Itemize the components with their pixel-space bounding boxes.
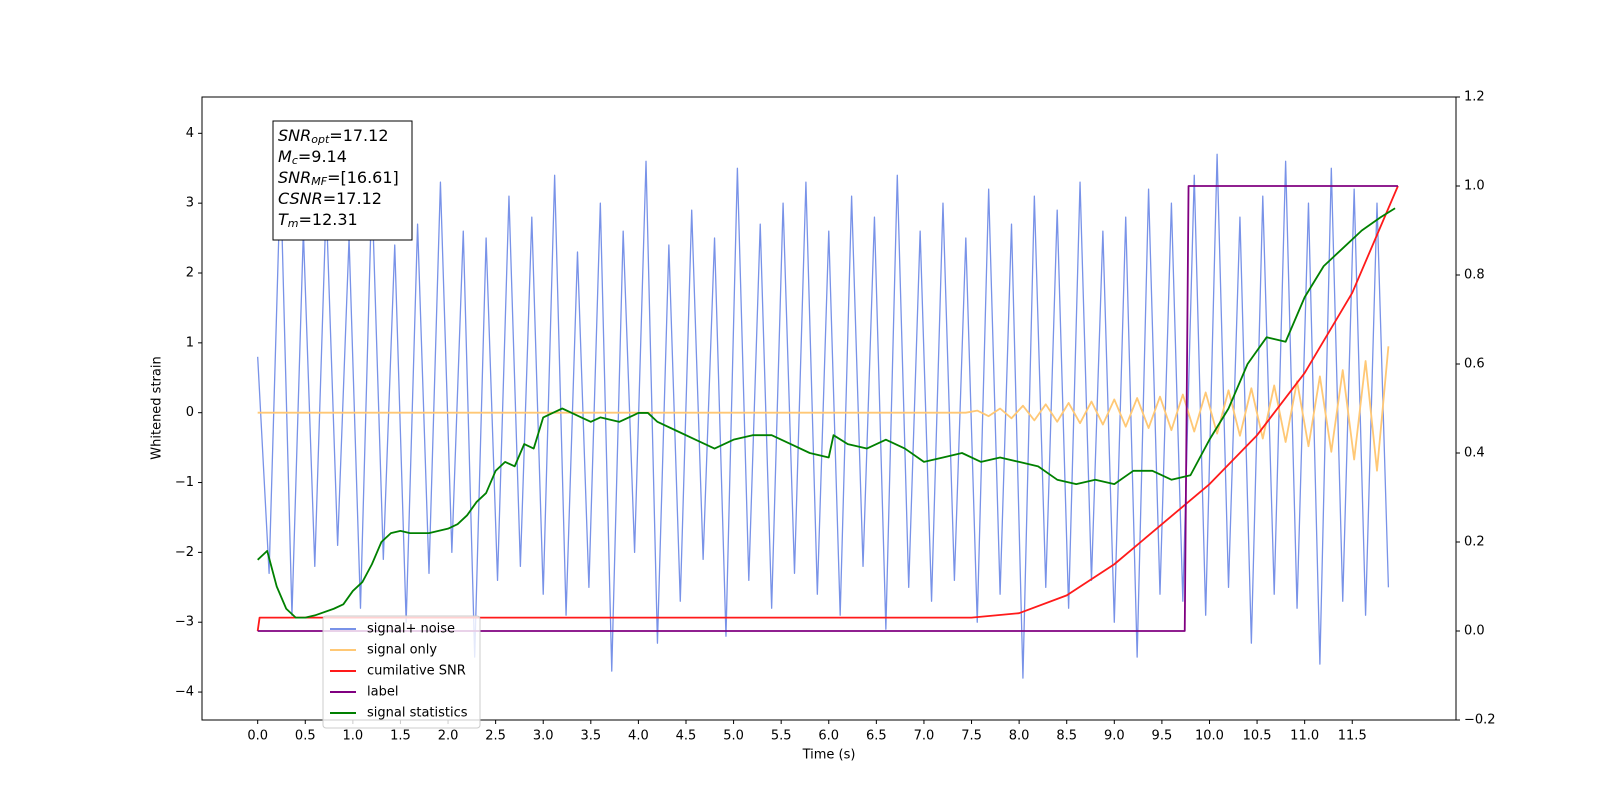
annotation-line: Tm=12.31 [278, 210, 358, 231]
y-tick-label: 2 [186, 266, 194, 281]
annotation-line: CSNR=17.12 [278, 189, 382, 208]
legend-label: signal statistics [367, 706, 468, 721]
x-tick-label: 6.5 [866, 729, 887, 744]
y2-tick-label: −0.2 [1464, 713, 1496, 728]
x-tick-label: 8.0 [1009, 729, 1030, 744]
x-tick-label: 3.0 [533, 729, 554, 744]
annotation-box [272, 120, 413, 241]
x-tick-label: 10.5 [1243, 729, 1272, 744]
plot-area [256, 153, 1399, 679]
annotation-symbol: CSNR [278, 189, 323, 208]
y2-tick-label: 1.2 [1464, 90, 1485, 105]
y2-tick-label: 0.6 [1464, 357, 1485, 372]
y-tick-label: −4 [175, 685, 194, 700]
legend-box [322, 615, 481, 729]
x-tick-label: 11.5 [1338, 729, 1367, 744]
y2-tick-label: 0.2 [1464, 535, 1485, 550]
x-tick-label: 0.0 [247, 729, 268, 744]
legend-label: cumilative SNR [367, 664, 466, 679]
y-tick-label: 4 [186, 126, 194, 141]
x-tick-label: 7.0 [914, 729, 935, 744]
x-tick-label: 6.0 [818, 729, 839, 744]
annotation-value: =9.14 [298, 147, 347, 166]
annotation-line: SNRopt=17.12 [278, 126, 389, 147]
x-tick-label: 4.5 [676, 729, 697, 744]
y2-tick-label: 0.0 [1464, 624, 1485, 639]
x-axis-label: Time (s) [802, 748, 856, 763]
annotation-value: =17.12 [329, 126, 388, 145]
series-line [256, 185, 1399, 632]
series-line [257, 346, 1390, 472]
annotation-symbol: M [278, 147, 292, 166]
y2-tick-label: 1.0 [1464, 179, 1485, 194]
annotation-subscript: m [288, 217, 299, 230]
x-tick-label: 8.5 [1056, 729, 1077, 744]
x-tick-label: 9.0 [1104, 729, 1125, 744]
annotation-subscript: c [292, 154, 298, 167]
x-tick-label: 3.5 [580, 729, 601, 744]
y-tick-label: 3 [186, 196, 194, 211]
x-tick-label: 4.0 [628, 729, 649, 744]
x-tick-label: 1.0 [343, 729, 364, 744]
y2-tick-label: 0.8 [1464, 268, 1485, 283]
annotation-value: =[16.61] [327, 168, 399, 187]
annotation-symbol: SNR [278, 168, 311, 187]
legend-label: signal only [367, 643, 437, 658]
annotation-symbol: T [278, 210, 289, 229]
annotation-value: =17.12 [323, 189, 382, 208]
y2-tick-label: 0.4 [1464, 446, 1485, 461]
y-tick-label: −3 [175, 615, 194, 630]
series-line [257, 185, 1398, 632]
y-tick-label: −1 [175, 475, 194, 490]
annotation-symbol: SNR [278, 126, 311, 145]
x-tick-label: 0.5 [295, 729, 316, 744]
x-tick-label: 5.0 [723, 729, 744, 744]
x-tick-label: 5.5 [771, 729, 792, 744]
x-tick-label: 7.5 [961, 729, 982, 744]
series-line [257, 153, 1390, 679]
y-axis-label: Whitened strain [150, 356, 165, 459]
legend-label: label [367, 685, 398, 700]
y-tick-label: −2 [175, 545, 194, 560]
annotation-value: =12.31 [299, 210, 358, 229]
series-line [257, 207, 1396, 619]
y-tick-label: 1 [186, 335, 194, 350]
y-tick-label: 0 [186, 405, 194, 420]
annotation-subscript: MF [311, 175, 327, 188]
axes-frame [201, 96, 1457, 721]
x-tick-label: 2.0 [438, 729, 459, 744]
annotation-line: Mc=9.14 [278, 147, 347, 168]
annotation-subscript: opt [311, 133, 330, 146]
x-tick-label: 2.5 [485, 729, 506, 744]
x-tick-label: 1.5 [390, 729, 411, 744]
x-tick-label: 10.0 [1195, 729, 1224, 744]
legend-label: signal+ noise [367, 622, 455, 637]
x-tick-label: 11.0 [1290, 729, 1319, 744]
x-tick-label: 9.5 [1152, 729, 1173, 744]
annotation-line: SNRMF=[16.61] [278, 168, 399, 189]
